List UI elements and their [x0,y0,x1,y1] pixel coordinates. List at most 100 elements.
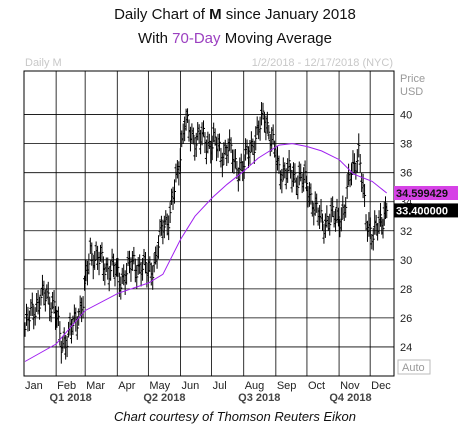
y-tick-label: 26 [400,313,412,325]
ma-last-value: 34.599429 [396,188,448,200]
y-tick-label: 30 [400,255,412,267]
month-label: Oct [308,380,325,392]
price-bar [296,175,300,200]
month-label: Aug [245,380,265,392]
price-bar [87,253,91,275]
price-bar [273,140,277,158]
price-bar [202,120,206,137]
watermark-date-range: 1/2/2018 - 12/17/2018 (NYC) [252,57,393,69]
price-bar [267,124,271,140]
month-label: May [149,380,170,392]
chart-credit: Chart courtesy of Thomson Reuters Eikon [113,409,357,424]
price-bar [303,160,307,184]
price-bar [46,281,50,305]
price-bar [293,163,297,184]
price-bar [371,227,375,251]
price-bar [358,154,362,173]
auto-scale-box[interactable] [397,359,431,375]
month-label: Jan [25,380,43,392]
ma-last-box [394,186,458,201]
price-bar [93,251,97,270]
chart-title-line-2: With 70-Day Moving Average [138,30,332,47]
quarter-label: Q2 2018 [143,392,185,404]
currency-label: USD [400,86,423,98]
quarter-label: Q3 2018 [238,392,280,404]
price-bar [135,265,139,289]
price-bar [109,260,113,281]
last-value-boxes: 34.599429 33.400000 [394,186,458,218]
price-bar [178,148,182,172]
price-bar [271,124,275,145]
price-bar [33,307,37,326]
price-bar [331,196,335,218]
chart-title-line-1: Daily Chart of M since January 2018 [114,6,356,23]
price-bar [339,207,343,232]
price-bar [368,217,372,239]
price-bar [116,257,120,277]
price-bar [157,235,161,259]
y-tick-label: 36 [400,168,412,180]
price-bar [186,108,190,123]
price-bar [39,289,43,306]
price-bar [125,262,129,285]
price-bar [119,276,123,300]
price-bar [83,275,87,291]
price-bar [162,215,166,239]
month-label: Jun [181,380,199,392]
x-tick-labels: Jan Feb Mar Apr May Jun Jul Aug Sep Oct Nov Dec [25,380,391,392]
price-bar [168,202,172,224]
price-bar [191,127,195,145]
price-bar [381,218,385,239]
price-bar [38,296,42,320]
price-bar [141,257,145,281]
price-bar [233,149,237,169]
y-tick-label: 40 [400,110,412,122]
price-bar [305,175,309,192]
y-tick-label: 38 [400,139,412,151]
price-bar [43,289,47,312]
ticker-symbol: M [209,6,222,23]
ma-line [24,143,388,362]
price-bar [315,193,319,213]
month-label: Jul [213,380,227,392]
price-bar [299,163,303,182]
price-bar [90,242,94,266]
quarter-label: Q1 2018 [50,392,92,404]
price-bar [172,179,176,204]
price-bar [357,133,361,158]
price-bar [320,213,324,231]
y-tick-label: 28 [400,284,412,296]
price-bar [355,149,359,173]
month-label: Feb [57,380,76,392]
ma-period: 70-Day [172,30,221,47]
month-label: Sep [277,380,297,392]
price-bar [254,126,258,151]
price-bar [319,198,323,223]
month-label: Apr [118,380,135,392]
price-bar [49,302,53,323]
y-tick-label: 32 [400,226,412,238]
price-bar [210,135,214,161]
auto-scale-label[interactable]: Auto [402,362,425,374]
price-bar [59,340,63,364]
quarter-labels: Q1 2018 Q2 2018 Q3 2018 Q4 2018 [50,392,372,404]
price-bar [248,140,252,165]
chart-grid [23,70,395,377]
price-bar [379,202,383,227]
y-tick-label: 24 [400,342,412,354]
price-axis-label: Price [400,73,425,85]
price-bar [97,251,101,276]
price-bar [229,137,233,154]
price-bar [132,246,136,265]
month-label: Nov [340,380,360,392]
price-bar [336,207,340,227]
price-bar [261,102,265,120]
price-bar [65,335,69,358]
price-bars [23,102,389,364]
quarter-label: Q4 2018 [329,392,371,404]
price-bar [27,310,31,331]
price-bar [213,128,217,146]
watermark-symbol: Daily M [25,57,62,69]
